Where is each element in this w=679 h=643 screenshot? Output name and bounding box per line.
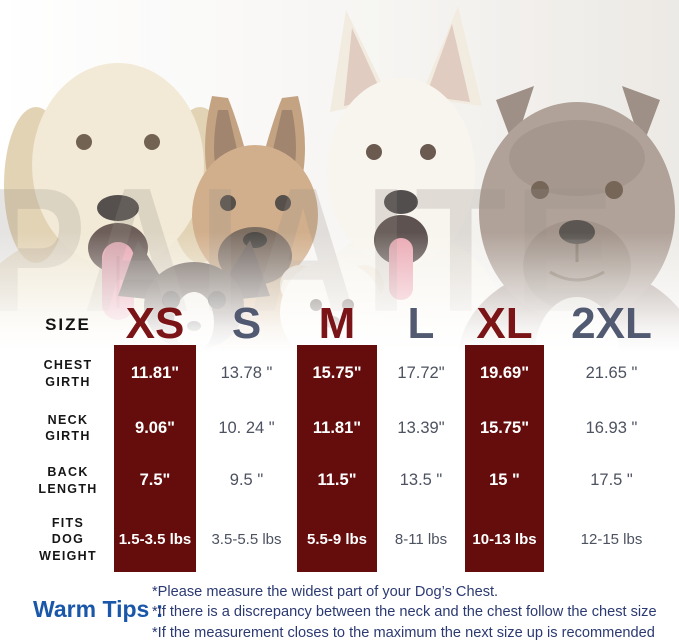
column-header-s: S bbox=[231, 298, 262, 348]
neck-girth-s: 10. 24 " bbox=[218, 418, 275, 437]
warm-tips-lines: *Please measure the widest part of your … bbox=[152, 582, 657, 643]
neck-girth-xs: 9.06" bbox=[114, 402, 196, 454]
weight-l: 8-11 lbs bbox=[394, 531, 448, 548]
chest-girth-2xl: 21.65 " bbox=[585, 364, 638, 382]
photo-fade-overlay bbox=[0, 232, 679, 352]
size-column-header: SIZE bbox=[45, 315, 91, 334]
row-label-back-length: BACK LENGTH bbox=[38, 465, 98, 496]
back-length-m: 11.5" bbox=[297, 454, 377, 507]
weight-xl: 10-13 lbs bbox=[465, 507, 544, 572]
tip-line-2: *If there is a discrepancy between the n… bbox=[152, 604, 657, 621]
neck-girth-2xl: 16.93 " bbox=[585, 418, 638, 437]
row-label-chest-girth: CHEST GIRTH bbox=[43, 358, 93, 389]
back-length-xs: 7.5" bbox=[114, 454, 196, 507]
row-label-fits-dog-weight: FITS DOG WEIGHT bbox=[39, 516, 97, 563]
back-length-xl: 15 " bbox=[465, 454, 544, 507]
weight-xs: 1.5-3.5 lbs bbox=[114, 507, 196, 572]
chest-girth-l: 17.72" bbox=[397, 364, 445, 382]
warm-tips-heading: Warm Tips : bbox=[33, 596, 164, 622]
weight-2xl: 12-15 lbs bbox=[580, 531, 643, 548]
neck-girth-l: 13.39" bbox=[397, 418, 445, 437]
neck-girth-xl: 15.75" bbox=[465, 402, 544, 454]
back-length-2xl: 17.5 " bbox=[590, 471, 633, 489]
chest-girth-m: 15.75" bbox=[297, 345, 377, 402]
warm-tips-section: Warm Tips : *Please measure the widest p… bbox=[0, 581, 679, 643]
column-header-xl: XL bbox=[476, 298, 533, 348]
row-label-neck-girth: NECK GIRTH bbox=[45, 412, 91, 443]
column-header-l: L bbox=[407, 298, 435, 348]
column-header-2xl: 2XL bbox=[571, 298, 652, 348]
tip-line-1: *Please measure the widest part of your … bbox=[152, 584, 499, 600]
column-header-m: M bbox=[318, 298, 356, 348]
neck-girth-m: 11.81" bbox=[297, 402, 377, 454]
chest-girth-s: 13.78 " bbox=[220, 364, 273, 382]
size-table: SIZE XS S M L XL 2XL CHEST GIRTH 11.81" … bbox=[0, 295, 679, 572]
chest-girth-xl: 19.69" bbox=[465, 345, 544, 402]
back-length-s: 9.5 " bbox=[229, 471, 264, 489]
weight-s: 3.5-5.5 lbs bbox=[211, 531, 282, 548]
weight-m: 5.5-9 lbs bbox=[297, 507, 377, 572]
tip-line-3: *If the measurement closes to the maximu… bbox=[152, 624, 655, 641]
back-length-l: 13.5 " bbox=[399, 471, 443, 489]
chest-girth-xs: 11.81" bbox=[114, 345, 196, 402]
column-header-xs: XS bbox=[125, 298, 185, 348]
